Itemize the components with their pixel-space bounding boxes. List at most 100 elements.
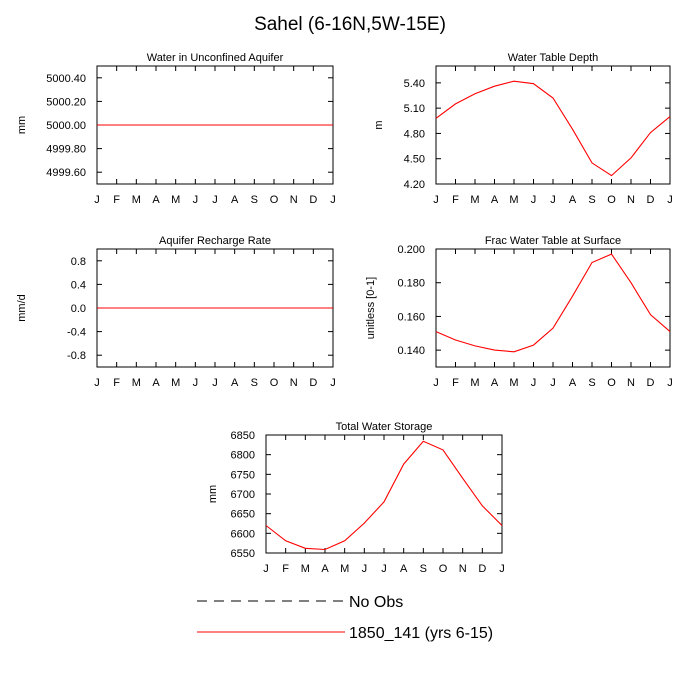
legend-model-label: 1850_141 (yrs 6-15): [349, 625, 493, 642]
x-tick-label: D: [647, 194, 655, 206]
x-tick-label: A: [152, 194, 160, 206]
x-tick-label: O: [270, 194, 279, 206]
figure-title: Sahel (6-16N,5W-15E): [254, 14, 446, 35]
x-tick-label: O: [270, 377, 279, 389]
x-tick-label: N: [290, 194, 298, 206]
x-tick-label: J: [212, 377, 218, 389]
x-tick-label: S: [251, 377, 258, 389]
x-tick-label: J: [362, 563, 368, 575]
x-tick-label: J: [330, 377, 336, 389]
x-tick-label: A: [152, 377, 160, 389]
plot-frame: [435, 248, 671, 368]
y-tick-label: 0.160: [397, 311, 425, 323]
panel-title: Aquifer Recharge Rate: [159, 235, 271, 247]
x-tick-label: O: [607, 194, 616, 206]
x-tick-label: J: [212, 194, 218, 206]
x-tick-label: J: [263, 563, 269, 575]
panel-title: Water in Unconfined Aquifer: [147, 52, 284, 64]
y-tick-label: 4999.80: [46, 144, 86, 156]
x-tick-label: J: [193, 377, 199, 389]
x-tick-label: M: [171, 194, 180, 206]
y-tick-label: 6550: [231, 548, 255, 560]
y-tick-label: -0.8: [67, 350, 86, 362]
legend-no-obs-label: No Obs: [349, 594, 403, 611]
x-tick-label: M: [509, 194, 518, 206]
x-tick-label: M: [509, 377, 518, 389]
x-tick-label: J: [193, 194, 199, 206]
y-tick-label: 0.8: [71, 256, 86, 268]
x-tick-label: J: [94, 377, 100, 389]
x-tick-label: J: [531, 194, 537, 206]
x-tick-label: D: [309, 194, 317, 206]
y-tick-label: 0.4: [71, 279, 86, 291]
panel-title: Water Table Depth: [508, 52, 599, 64]
x-tick-label: M: [340, 563, 349, 575]
x-tick-label: S: [251, 194, 258, 206]
x-tick-label: J: [550, 194, 556, 206]
panel-title: Frac Water Table at Surface: [485, 235, 621, 247]
x-tick-label: N: [459, 563, 467, 575]
y-tick-label: 6850: [231, 430, 255, 442]
y-tick-label: 5000.00: [46, 120, 86, 132]
y-tick-label: 6700: [231, 489, 255, 501]
y-axis-label: mm: [207, 485, 219, 503]
y-axis-label: mm: [16, 116, 28, 134]
x-tick-label: O: [607, 377, 616, 389]
y-axis-label: unitless [0-1]: [365, 277, 377, 339]
x-tick-label: F: [113, 194, 120, 206]
x-tick-label: J: [381, 563, 387, 575]
y-tick-label: 0.0: [71, 303, 86, 315]
x-tick-label: J: [94, 194, 100, 206]
x-tick-label: J: [433, 377, 439, 389]
y-tick-label: 0.140: [397, 345, 425, 357]
y-tick-label: 0.180: [397, 278, 425, 290]
x-tick-label: N: [627, 194, 635, 206]
x-tick-label: F: [282, 563, 289, 575]
y-tick-label: 5000.40: [46, 73, 86, 85]
series-line-0: [435, 253, 671, 353]
x-tick-label: A: [569, 377, 577, 389]
x-tick-label: O: [439, 563, 448, 575]
x-tick-label: J: [550, 377, 556, 389]
y-tick-label: 4999.60: [46, 167, 86, 179]
x-tick-label: D: [309, 377, 317, 389]
legend: No Obs 1850_141 (yrs 6-15): [197, 594, 493, 642]
y-axis-label: m: [373, 120, 385, 129]
x-tick-label: F: [452, 194, 459, 206]
x-tick-label: S: [588, 377, 595, 389]
x-tick-label: J: [330, 194, 336, 206]
x-tick-label: M: [470, 377, 479, 389]
x-tick-label: J: [667, 194, 673, 206]
x-tick-label: S: [420, 563, 427, 575]
y-tick-label: 6800: [231, 450, 255, 462]
y-tick-label: 6650: [231, 509, 255, 521]
series-line-0: [435, 80, 671, 177]
x-tick-label: M: [171, 377, 180, 389]
x-tick-label: A: [491, 194, 499, 206]
y-tick-label: 4.50: [404, 154, 425, 166]
plot-frame: [265, 434, 503, 554]
series-line-0: [265, 440, 503, 551]
x-tick-label: J: [531, 377, 537, 389]
plot-frame: [435, 65, 671, 185]
x-tick-label: M: [132, 194, 141, 206]
panel-title: Total Water Storage: [336, 421, 433, 433]
x-tick-label: J: [499, 563, 505, 575]
x-tick-label: F: [113, 377, 120, 389]
y-tick-label: 6600: [231, 528, 255, 540]
x-tick-label: D: [478, 563, 486, 575]
y-tick-label: 0.200: [397, 244, 425, 256]
x-tick-label: M: [470, 194, 479, 206]
y-tick-label: 5.40: [404, 78, 425, 90]
x-tick-label: M: [132, 377, 141, 389]
x-tick-label: S: [588, 194, 595, 206]
x-tick-label: A: [321, 563, 329, 575]
y-tick-label: -0.4: [67, 327, 86, 339]
x-tick-label: J: [433, 194, 439, 206]
